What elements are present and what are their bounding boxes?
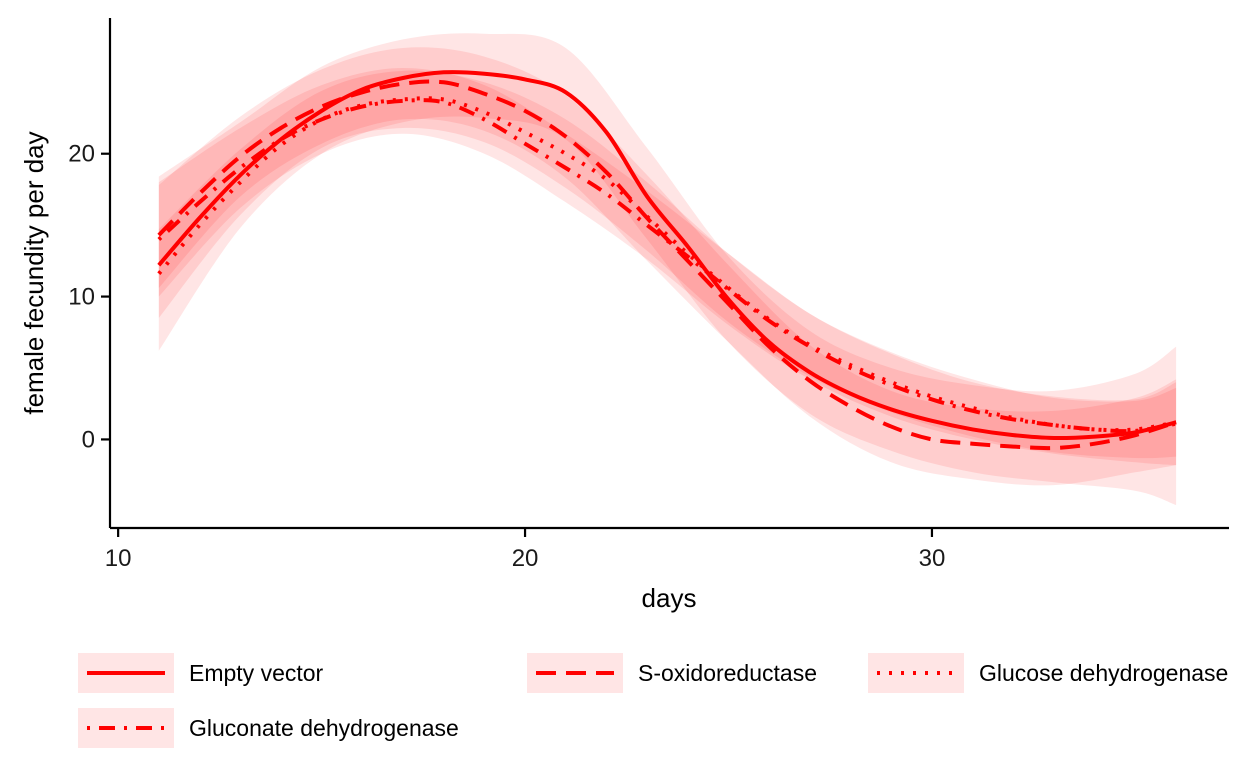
x-tick-label: 10: [105, 545, 132, 572]
y-tick-label: 10: [68, 284, 95, 311]
line-empty-vector: [157, 70, 1177, 441]
series-lines: [157, 70, 1177, 451]
x-tick-label: 30: [919, 545, 946, 572]
axes: [108, 18, 1229, 530]
legend-label: S-oxidoreductase: [638, 660, 817, 686]
line-s-oxidoreductase: [157, 79, 1177, 451]
y-tick-label: 0: [82, 426, 95, 453]
legend-label: Glucose dehydrogenase: [979, 660, 1228, 686]
line-gluconate-dehydrogenase: [157, 98, 1177, 434]
legend-item-empty-vector: Empty vector: [78, 653, 324, 693]
legend-item-gluconate-dehydrogenase: Gluconate dehydrogenase: [78, 708, 459, 748]
x-tick-label: 20: [512, 545, 539, 572]
band-gluconate-dehydrogenase: [158, 68, 1177, 466]
confidence-bands: [158, 33, 1177, 506]
x-axis-title: days: [642, 583, 697, 613]
axis-ticks: 10 20 30 0 10 20: [68, 141, 945, 572]
legend-label: Empty vector: [189, 660, 324, 686]
legend: Empty vector S-oxidoreductase Glucose dehy…: [78, 653, 1228, 748]
y-tick-label: 20: [68, 141, 95, 168]
y-axis-title: female fecundity per day: [19, 131, 49, 414]
legend-item-s-oxidoreductase: S-oxidoreductase: [527, 653, 817, 693]
legend-label: Gluconate dehydrogenase: [189, 715, 459, 741]
band-s-oxidoreductase: [158, 47, 1177, 486]
legend-item-glucose-dehydrogenase: Glucose dehydrogenase: [868, 653, 1228, 693]
band-glucose-dehydrogenase: [158, 70, 1177, 459]
band-empty-vector: [158, 33, 1177, 506]
